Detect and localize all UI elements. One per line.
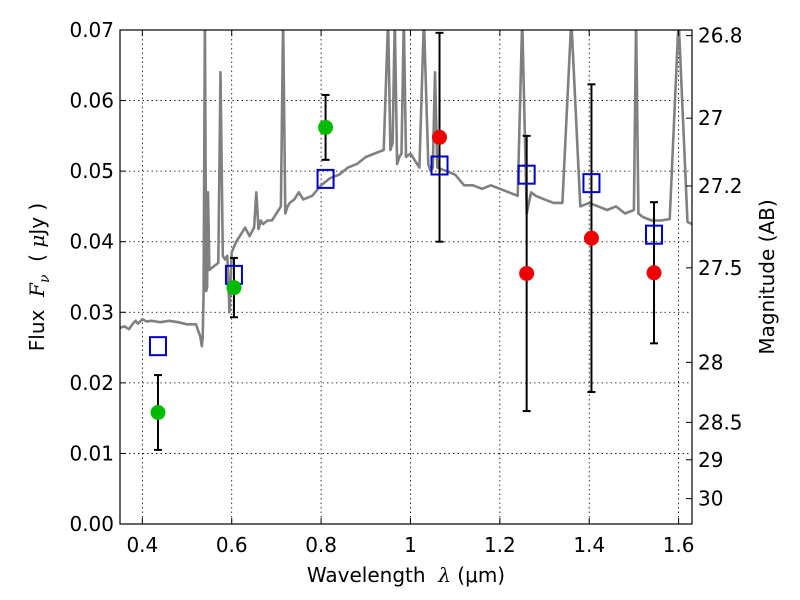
data-point [583,230,599,246]
data-point [318,119,334,135]
y-axis-label: Flux Fν ( μJy ) [25,203,53,351]
y2-tick-label: 28 [698,350,723,374]
x-tick-label: 0.8 [305,533,337,557]
x-tick-label: 1.6 [663,533,695,557]
y-tick-label: 0.04 [69,230,114,254]
y-tick-label: 0.02 [69,371,114,395]
model-photometry-square [316,168,335,189]
data-point [226,280,242,296]
y2-tick-label: 29 [698,448,723,472]
y2-tick-label: 30 [698,487,723,511]
y2-tick-label: 27 [698,106,723,130]
y-tick-label: 0.06 [69,89,114,113]
data-point [150,404,166,420]
y2-tick-label: 26.8 [698,24,743,48]
x-tick-label: 0.4 [126,533,158,557]
y-tick-label: 0.07 [69,18,114,42]
x-tick-label: 1.2 [484,533,516,557]
y2-axis-label: Magnitude (AB) [755,199,779,354]
data-point [432,129,448,145]
ticks: 0.4 0.6 0.8 1 1.2 1.4 1.6 0.00 0.01 0.02 0.03 0.04 0… [69,18,742,557]
x-tick-label: 1 [404,533,417,557]
plot-area [120,30,692,348]
y-tick-label: 0.01 [69,441,114,465]
spectrum-line [120,30,692,348]
y-tick-label: 0.03 [69,300,114,324]
model-photometry-square [148,336,167,357]
model-photometry-square [645,224,664,245]
data-point [646,265,662,281]
y2-tick-label: 27.2 [698,174,743,198]
data-point [519,265,535,281]
markers [148,119,664,420]
model-photometry-square [582,173,601,194]
y-tick-label: 0.00 [69,512,114,536]
y2-tick-label: 28.5 [698,410,743,434]
model-photometry-square [517,164,536,185]
y-tick-label: 0.05 [69,159,114,183]
x-axis-label: Wavelength λ (μm) [307,563,505,587]
model-photometry-square [430,155,449,176]
x-tick-label: 1.4 [573,533,605,557]
y2-tick-label: 27.5 [698,256,743,280]
x-tick-label: 0.6 [216,533,248,557]
plot-frame [119,29,693,525]
